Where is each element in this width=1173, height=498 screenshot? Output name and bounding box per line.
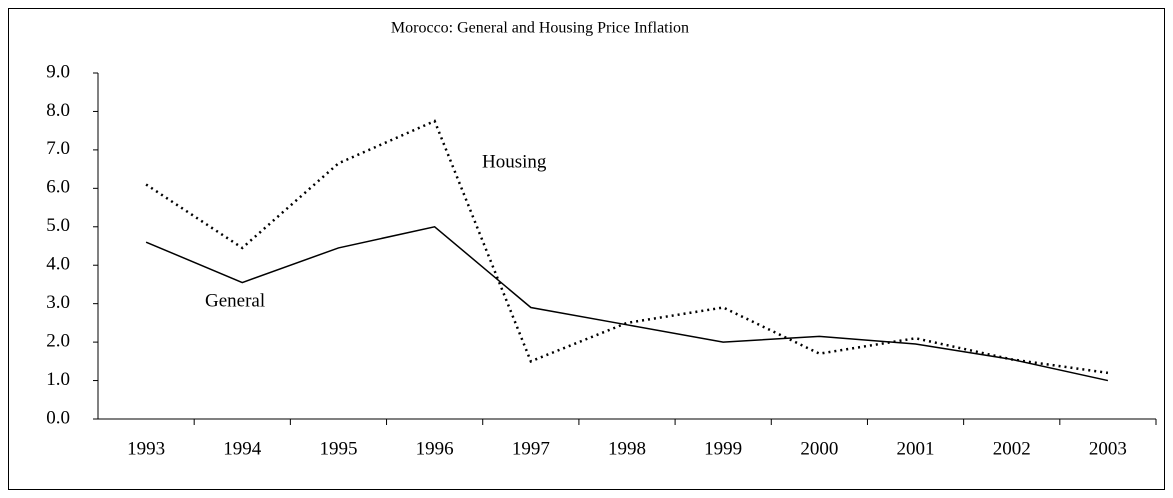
- x-tick-label: 1995: [319, 438, 357, 459]
- frame: [8, 8, 1165, 490]
- series-line: [145, 225, 1109, 382]
- y-tick-label: 2.0: [46, 330, 70, 351]
- y-tick-label: 8.0: [46, 100, 70, 121]
- series-label: Housing: [482, 151, 547, 172]
- y-tick-label: 0.0: [46, 407, 70, 428]
- x-tick-label: 1996: [416, 438, 454, 459]
- y-tick-label: 1.0: [46, 369, 70, 390]
- x-tick-label: 2001: [897, 438, 935, 459]
- chart-title: Morocco: General and Housing Price Infla…: [391, 20, 689, 37]
- x-tick-label: 2002: [993, 438, 1031, 459]
- x-tick-label: 2000: [800, 438, 838, 459]
- y-tick-label: 3.0: [46, 292, 70, 313]
- x-tick-label: 1998: [608, 438, 646, 459]
- y-tick-label: 4.0: [46, 254, 70, 275]
- y-tick-label: 5.0: [46, 215, 70, 236]
- x-tick-label: 1999: [704, 438, 742, 459]
- x-tick-label: 2003: [1089, 438, 1127, 459]
- y-tick-label: 6.0: [46, 177, 70, 198]
- series-line: [145, 119, 1109, 375]
- x-tick-label: 1993: [127, 438, 165, 459]
- y-tick-label: 9.0: [46, 61, 70, 82]
- x-tick-label: 1994: [223, 438, 262, 459]
- y-tick-label: 7.0: [46, 138, 70, 159]
- series-label: General: [205, 290, 265, 311]
- x-tick-label: 1997: [512, 438, 550, 459]
